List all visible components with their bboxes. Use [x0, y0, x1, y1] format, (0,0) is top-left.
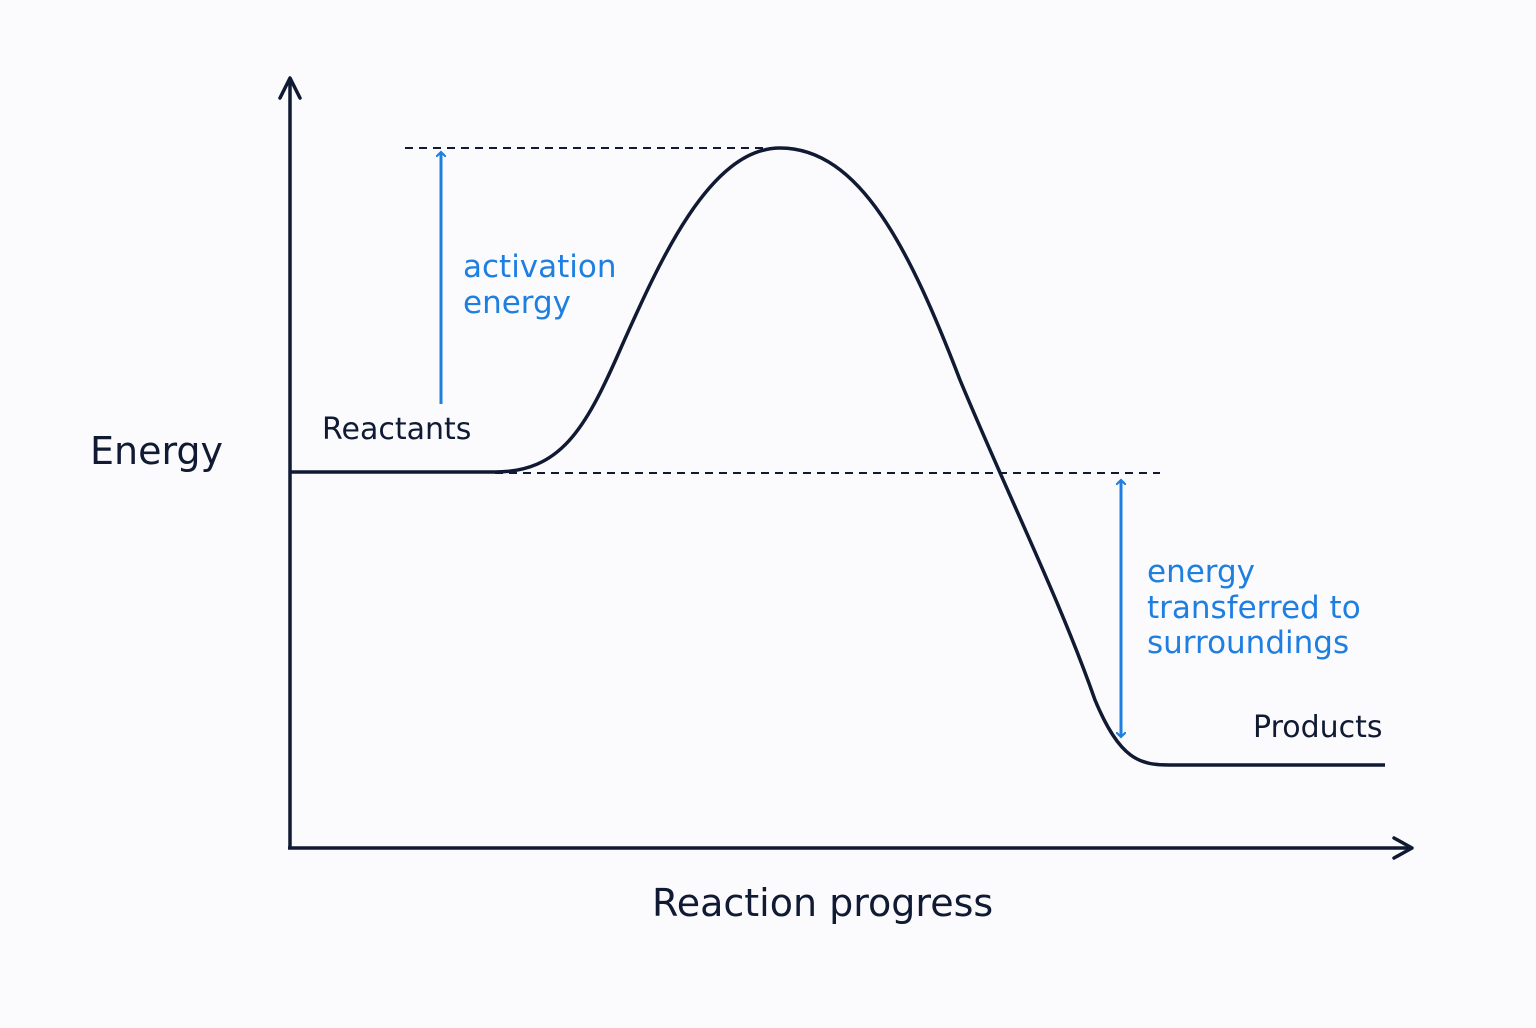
- energy-transferred-label-line-3: surroundings: [1147, 625, 1350, 662]
- y-axis-label: Energy: [90, 429, 224, 473]
- activation-energy-label-line-2: energy: [463, 284, 572, 321]
- reactants-label: Reactants: [322, 412, 472, 447]
- x-axis-arrowhead: [1392, 836, 1414, 860]
- y-axis-arrowhead: [278, 76, 302, 100]
- energy-transferred-label-line-2: transferred to: [1147, 589, 1361, 626]
- activation-energy-label-line-1: activation: [463, 249, 617, 285]
- x-axis-label: Reaction progress: [652, 881, 994, 925]
- energy-transferred-label-line-1: energy: [1147, 554, 1256, 590]
- energy-transferred-label: energy transferred to surroundings: [1147, 554, 1361, 662]
- products-label: Products: [1253, 710, 1383, 745]
- energy-curve: [290, 146, 1385, 767]
- activation-energy-label: activation energy: [463, 249, 617, 321]
